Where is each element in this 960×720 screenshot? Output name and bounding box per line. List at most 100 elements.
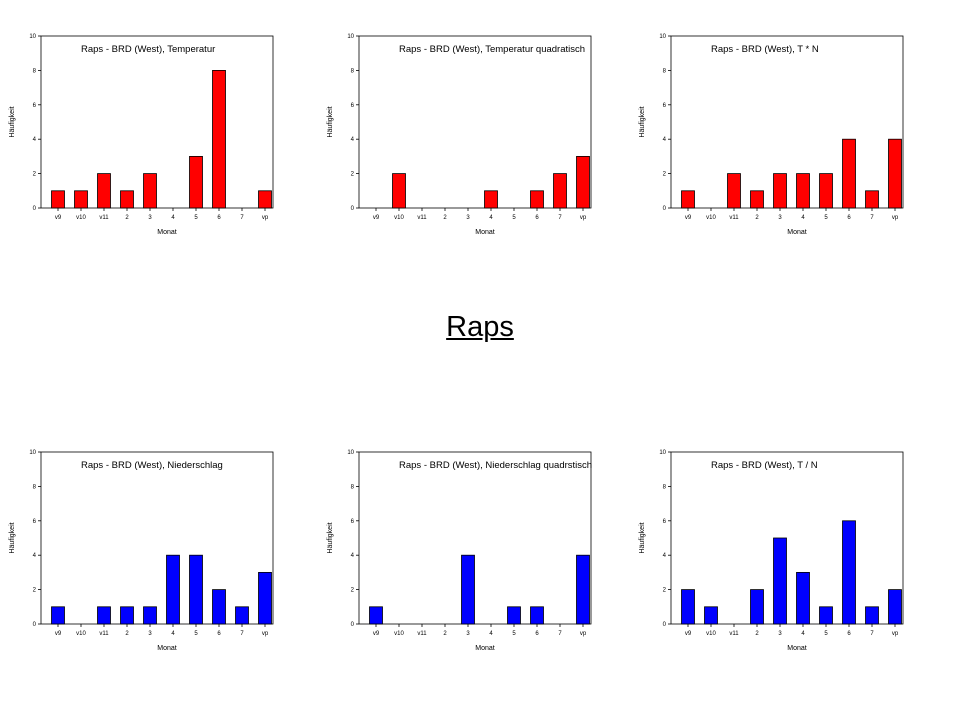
bar-chart-svg: Raps - BRD (West), Niederschlag quadrsti… (327, 450, 592, 652)
x-tick-label: 4 (489, 631, 493, 637)
y-tick-label: 6 (33, 103, 37, 109)
x-tick-label: 6 (847, 215, 851, 221)
x-tick-label: 5 (824, 215, 828, 221)
x-axis-label: Monat (787, 645, 807, 652)
bar-2 (120, 190, 134, 209)
bar-7 (865, 190, 879, 209)
x-tick-label: 2 (443, 215, 447, 221)
y-tick-label: 0 (351, 622, 355, 628)
bar-vp (576, 554, 590, 625)
y-tick-label: 8 (33, 484, 37, 490)
y-tick-label: 8 (33, 68, 37, 74)
bar-v10 (392, 173, 406, 209)
y-axis-label: Häufigkeit (327, 106, 334, 137)
bar-chart-svg: Raps - BRD (West), T / N 0 2 4 6 8 10 Häufigkei… (639, 450, 904, 652)
plot-frame (358, 451, 592, 625)
plot-frame (670, 451, 904, 625)
x-tick-label: v9 (685, 631, 692, 637)
bar-chart-svg: Raps - BRD (West), Niederschlag 0 2 4 6 8 10 Hä… (9, 450, 274, 652)
bar-v9 (369, 606, 383, 625)
chart-title: Raps - BRD (West), T / N (711, 460, 818, 471)
x-tick-label: 6 (217, 631, 221, 637)
bar-chart-svg: Raps - BRD (West), T * N 0 2 4 6 8 10 Häufigkei… (639, 34, 904, 236)
x-tick-label: v11 (99, 215, 109, 221)
y-tick-label: 0 (351, 206, 355, 212)
chart-panel-temperatur-quadratisch: Raps - BRD (West), Temperatur quadratisc… (318, 22, 618, 257)
y-tick-label: 0 (663, 622, 667, 628)
chart-panel-niederschlag: Raps - BRD (West), Niederschlag 0 2 4 6 8 10 Hä… (0, 438, 300, 673)
bar-6 (212, 70, 226, 209)
bar-7 (553, 173, 567, 209)
y-tick-label: 6 (663, 519, 667, 525)
bar-v9 (681, 589, 695, 625)
y-tick-label: 6 (351, 103, 355, 109)
bar-3 (773, 537, 787, 625)
x-axis-label: Monat (157, 645, 177, 652)
plot-frame (40, 35, 274, 209)
y-tick-label: 2 (663, 172, 667, 178)
bar-6 (530, 190, 544, 209)
x-tick-label: 3 (778, 215, 782, 221)
x-tick-label: 2 (443, 631, 447, 637)
x-tick-label: v10 (394, 215, 404, 221)
bar-5 (189, 554, 203, 625)
plot-frame (670, 35, 904, 209)
bar-2 (750, 589, 764, 625)
x-tick-label: 4 (801, 215, 805, 221)
x-tick-label: 2 (755, 215, 759, 221)
x-tick-label: 4 (171, 631, 175, 637)
x-tick-label: 7 (240, 215, 244, 221)
y-tick-label: 6 (33, 519, 37, 525)
y-axis-label: Häufigkeit (327, 522, 334, 553)
bar-v10 (74, 190, 88, 209)
x-tick-label: v10 (76, 631, 86, 637)
bar-3 (143, 606, 157, 625)
x-tick-label: 2 (755, 631, 759, 637)
bar-3 (461, 554, 475, 625)
bar-5 (507, 606, 521, 625)
x-tick-label: 3 (466, 215, 470, 221)
y-axis-label: Häufigkeit (9, 522, 16, 553)
y-tick-label: 8 (663, 68, 667, 74)
bar-chart-svg: Raps - BRD (West), Temperatur quadratisc… (327, 34, 592, 236)
x-tick-label: vp (262, 631, 269, 637)
x-tick-label: 5 (512, 631, 516, 637)
y-tick-label: 0 (33, 206, 37, 212)
y-tick-label: 10 (347, 34, 354, 40)
x-tick-label: vp (892, 215, 899, 221)
bar-3 (143, 173, 157, 209)
bar-2 (750, 190, 764, 209)
chart-panel-t-mal-n: Raps - BRD (West), T * N 0 2 4 6 8 10 Häufigkei… (630, 22, 930, 257)
y-tick-label: 4 (351, 553, 355, 559)
y-tick-label: 4 (663, 553, 667, 559)
bar-6 (842, 138, 856, 209)
x-tick-label: 6 (535, 215, 539, 221)
bar-vp (258, 571, 272, 625)
x-tick-label: 5 (194, 631, 198, 637)
chart-panel-temperatur: Raps - BRD (West), Temperatur 0 2 4 6 8 10 Häuf… (0, 22, 300, 257)
x-axis-label: Monat (787, 229, 807, 236)
y-tick-label: 0 (663, 206, 667, 212)
x-tick-label: 6 (535, 631, 539, 637)
x-tick-label: v11 (729, 215, 739, 221)
y-axis-label: Häufigkeit (9, 106, 16, 137)
x-tick-label: 7 (558, 631, 562, 637)
chart-title: Raps - BRD (West), Temperatur (81, 44, 215, 55)
bar-7 (235, 606, 249, 625)
x-tick-label: 5 (512, 215, 516, 221)
x-tick-label: v9 (55, 215, 62, 221)
bar-v9 (681, 190, 695, 209)
bar-6 (212, 589, 226, 625)
x-tick-label: 3 (148, 631, 152, 637)
y-axis-label: Häufigkeit (639, 106, 646, 137)
y-tick-label: 0 (33, 622, 37, 628)
y-tick-label: 6 (663, 103, 667, 109)
plot-frame (40, 451, 274, 625)
chart-title: Raps - BRD (West), Niederschlag quadrsti… (399, 460, 592, 471)
chart-title: Raps - BRD (West), Temperatur quadratisc… (399, 44, 585, 55)
bar-6 (530, 606, 544, 625)
bar-chart-svg: Raps - BRD (West), Temperatur 0 2 4 6 8 10 Häuf… (9, 34, 274, 236)
chart-panel-niederschlag-quadrstisch: Raps - BRD (West), Niederschlag quadrsti… (318, 438, 618, 673)
x-tick-label: 5 (824, 631, 828, 637)
y-tick-label: 8 (351, 68, 355, 74)
